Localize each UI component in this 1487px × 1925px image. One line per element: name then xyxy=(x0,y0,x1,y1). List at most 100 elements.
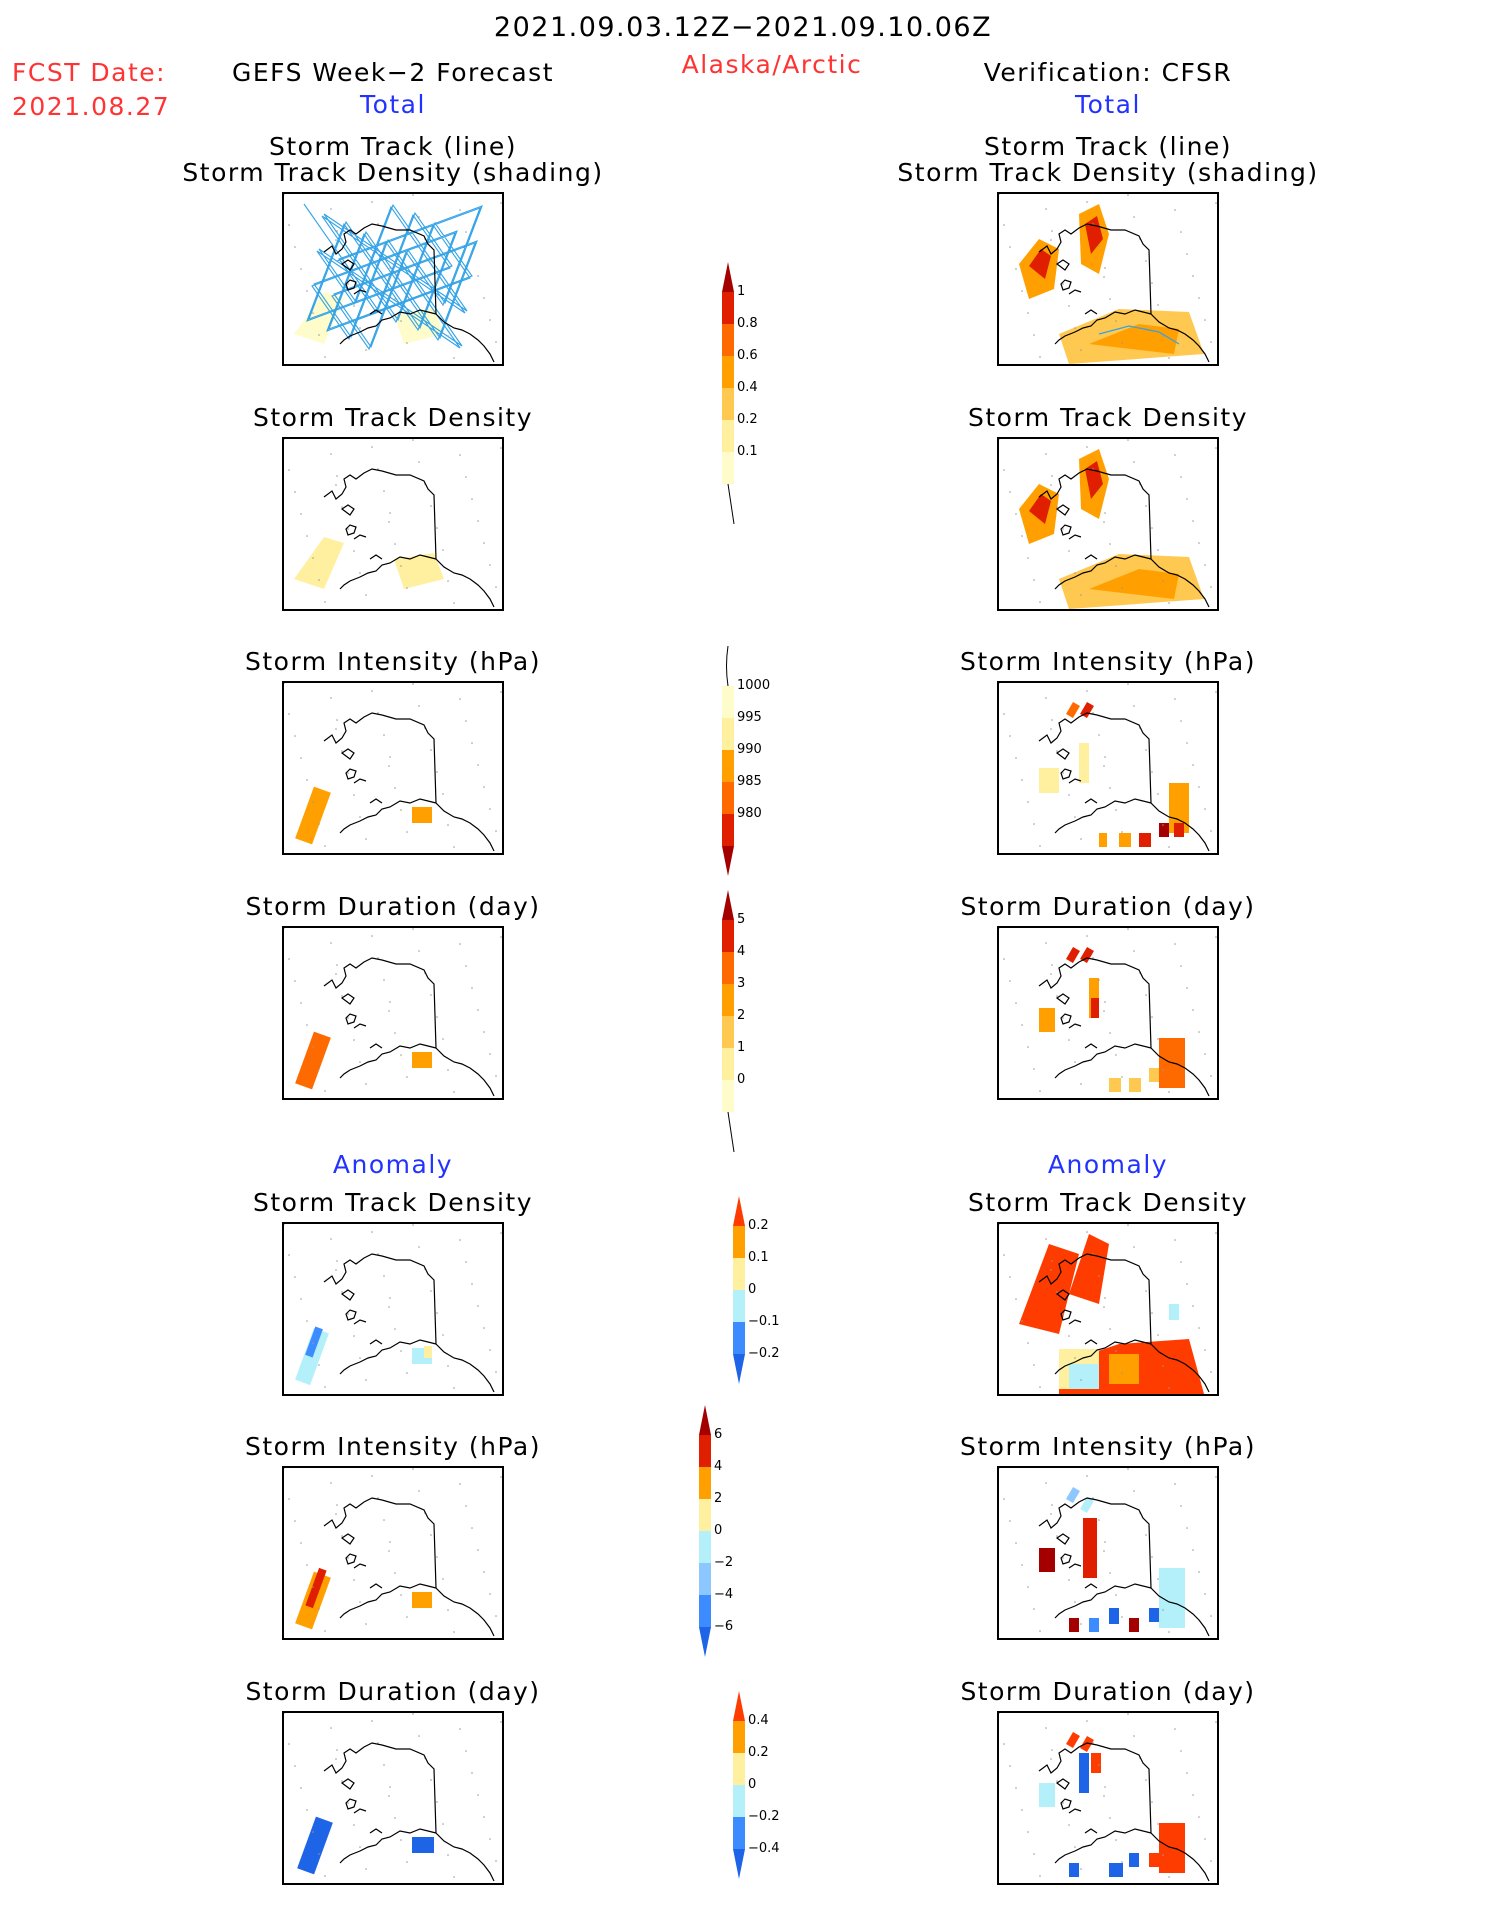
colorbar-tick-label: −0.2 xyxy=(748,1346,780,1361)
map-cfsr-duration-total xyxy=(997,926,1219,1100)
colorbar-tick-label: 0 xyxy=(737,1072,746,1087)
colorbar-tick-label: 0.1 xyxy=(748,1250,769,1265)
panel-title-left-5: Storm Track Density xyxy=(252,1188,534,1217)
colorbar-tick-label: 0.4 xyxy=(737,380,758,395)
colorbar-tick-label: 0 xyxy=(714,1523,723,1538)
map-gefs-duration-total-graphic xyxy=(284,928,502,1097)
colorbar-tick-label: 0.6 xyxy=(737,348,758,363)
colorbar-tick-label: 0.2 xyxy=(748,1218,769,1233)
panel-title-left-2: Storm Track Density xyxy=(252,403,534,432)
colorbar-tick-label: 2 xyxy=(714,1491,723,1506)
map-cfsr-duration-anomaly-graphic xyxy=(999,1713,1217,1882)
colorbar-density-anomaly-graphic xyxy=(733,1196,745,1384)
fcst-date-value: 2021.08.27 xyxy=(12,92,171,121)
colorbar-duration-anomaly: 0.4 0.2 0 −0.2 −0.4 xyxy=(733,1691,805,1879)
colorbar-tick-label: 6 xyxy=(714,1427,723,1442)
map-gefs-duration-anomaly xyxy=(282,1711,504,1885)
colorbar-tick-label: 1000 xyxy=(737,678,771,693)
colorbar-tick-label: 4 xyxy=(714,1459,723,1474)
colorbar-intensity-total-graphic xyxy=(722,646,734,876)
colorbar-duration-total-graphic xyxy=(722,890,735,1152)
colorbar-duration-anomaly-graphic xyxy=(733,1691,745,1879)
map-cfsr-duration-total-graphic xyxy=(999,928,1217,1097)
map-gefs-duration-total xyxy=(282,926,504,1100)
panel-title-left-7: Storm Duration (day) xyxy=(245,1677,541,1706)
panel-title-right-4: Storm Duration (day) xyxy=(960,892,1256,921)
colorbar-tick-label: −0.2 xyxy=(748,1809,780,1824)
panel-title-right-3: Storm Intensity (hPa) xyxy=(960,647,1256,676)
panel-title-right-2: Storm Track Density xyxy=(967,403,1249,432)
total-label-left: Total xyxy=(360,90,426,119)
map-cfsr-intensity-anomaly xyxy=(997,1466,1219,1640)
map-gefs-track-total-graphic xyxy=(284,194,502,363)
map-gefs-density-total xyxy=(282,437,504,611)
map-gefs-duration-anomaly-graphic xyxy=(284,1713,502,1882)
colorbar-duration-total: 5 4 3 2 1 0 xyxy=(722,890,794,1152)
colorbar-tick-label: 4 xyxy=(737,944,746,959)
map-gefs-density-anomaly-graphic xyxy=(284,1224,502,1393)
colorbar-tick-label: 0.8 xyxy=(737,316,758,331)
colorbar-intensity-total: 1000 995 990 985 980 xyxy=(722,646,794,876)
panel-title-left-6: Storm Intensity (hPa) xyxy=(245,1432,541,1461)
map-cfsr-track-total xyxy=(997,192,1219,366)
colorbar-tick-label: 995 xyxy=(737,710,762,725)
colorbar-tick-label: 0.2 xyxy=(748,1745,769,1760)
map-gefs-intensity-anomaly-graphic xyxy=(284,1468,502,1637)
map-gefs-intensity-anomaly xyxy=(282,1466,504,1640)
colorbar-tick-label: 2 xyxy=(737,1008,746,1023)
colorbar-tick-label: 0.4 xyxy=(748,1713,769,1728)
colorbar-intensity-anomaly: 6 4 2 0 −2 −4 −6 xyxy=(699,1405,771,1657)
panel-title-right-1b: Storm Track Density (shading) xyxy=(897,158,1319,187)
date-range-title: 2021.09.03.12Z−2021.09.10.06Z xyxy=(493,12,993,43)
map-gefs-track-total xyxy=(282,192,504,366)
map-cfsr-density-total xyxy=(997,437,1219,611)
panel-title-left-3: Storm Intensity (hPa) xyxy=(245,647,541,676)
colorbar-tick-label: 0 xyxy=(748,1282,757,1297)
panel-title-right-1a: Storm Track (line) xyxy=(983,132,1233,161)
map-cfsr-intensity-total xyxy=(997,681,1219,855)
colorbar-tick-label: 0 xyxy=(748,1777,757,1792)
panel-title-right-5: Storm Track Density xyxy=(967,1188,1249,1217)
total-label-right: Total xyxy=(1075,90,1141,119)
panel-title-left-4: Storm Duration (day) xyxy=(245,892,541,921)
colorbar-tick-label: 0.1 xyxy=(737,444,758,459)
map-cfsr-track-total-graphic xyxy=(999,194,1217,364)
map-cfsr-density-anomaly xyxy=(997,1222,1219,1396)
map-cfsr-density-total-graphic xyxy=(999,439,1217,609)
colorbar-density-anomaly: 0.2 0.1 0 −0.1 −0.2 xyxy=(733,1196,805,1384)
panel-title-right-7: Storm Duration (day) xyxy=(960,1677,1256,1706)
region-title: Alaska/Arctic xyxy=(681,50,863,79)
anomaly-label-right: Anomaly xyxy=(1047,1150,1169,1179)
panel-title-right-6: Storm Intensity (hPa) xyxy=(960,1432,1256,1461)
colorbar-tick-label: 1 xyxy=(737,1040,746,1055)
colorbar-tick-label: −2 xyxy=(714,1555,734,1570)
colorbar-tick-label: −6 xyxy=(714,1619,734,1634)
verification-title: Verification: CFSR xyxy=(983,58,1233,87)
fcst-date-label: FCST Date: xyxy=(12,58,167,87)
map-cfsr-intensity-anomaly-graphic xyxy=(999,1468,1217,1637)
colorbar-tick-label: 3 xyxy=(737,976,746,991)
map-gefs-intensity-total xyxy=(282,681,504,855)
panel-title-left-1b: Storm Track Density (shading) xyxy=(182,158,604,187)
gefs-forecast-title: GEFS Week−2 Forecast xyxy=(231,58,555,87)
colorbar-tick-label: 1 xyxy=(737,284,746,299)
colorbar-density-total: 1 0.8 0.6 0.4 0.2 0.1 xyxy=(722,262,794,524)
map-cfsr-intensity-total-graphic xyxy=(999,683,1217,852)
colorbar-tick-label: 5 xyxy=(737,912,746,927)
panel-title-left-1a: Storm Track (line) xyxy=(268,132,518,161)
colorbar-tick-label: 980 xyxy=(737,806,762,821)
colorbar-intensity-anomaly-graphic xyxy=(699,1405,711,1657)
map-cfsr-density-anomaly-graphic xyxy=(999,1224,1217,1394)
map-gefs-density-total-graphic xyxy=(284,439,502,608)
map-gefs-density-anomaly xyxy=(282,1222,504,1396)
map-cfsr-duration-anomaly xyxy=(997,1711,1219,1885)
colorbar-tick-label: 0.2 xyxy=(737,412,758,427)
colorbar-density-total-graphic xyxy=(722,262,735,524)
map-gefs-intensity-total-graphic xyxy=(284,683,502,852)
colorbar-tick-label: −0.4 xyxy=(748,1841,780,1856)
anomaly-label-left: Anomaly xyxy=(332,1150,454,1179)
colorbar-tick-label: −0.1 xyxy=(748,1314,780,1329)
colorbar-tick-label: 985 xyxy=(737,774,762,789)
colorbar-tick-label: −4 xyxy=(714,1587,734,1602)
colorbar-tick-label: 990 xyxy=(737,742,762,757)
